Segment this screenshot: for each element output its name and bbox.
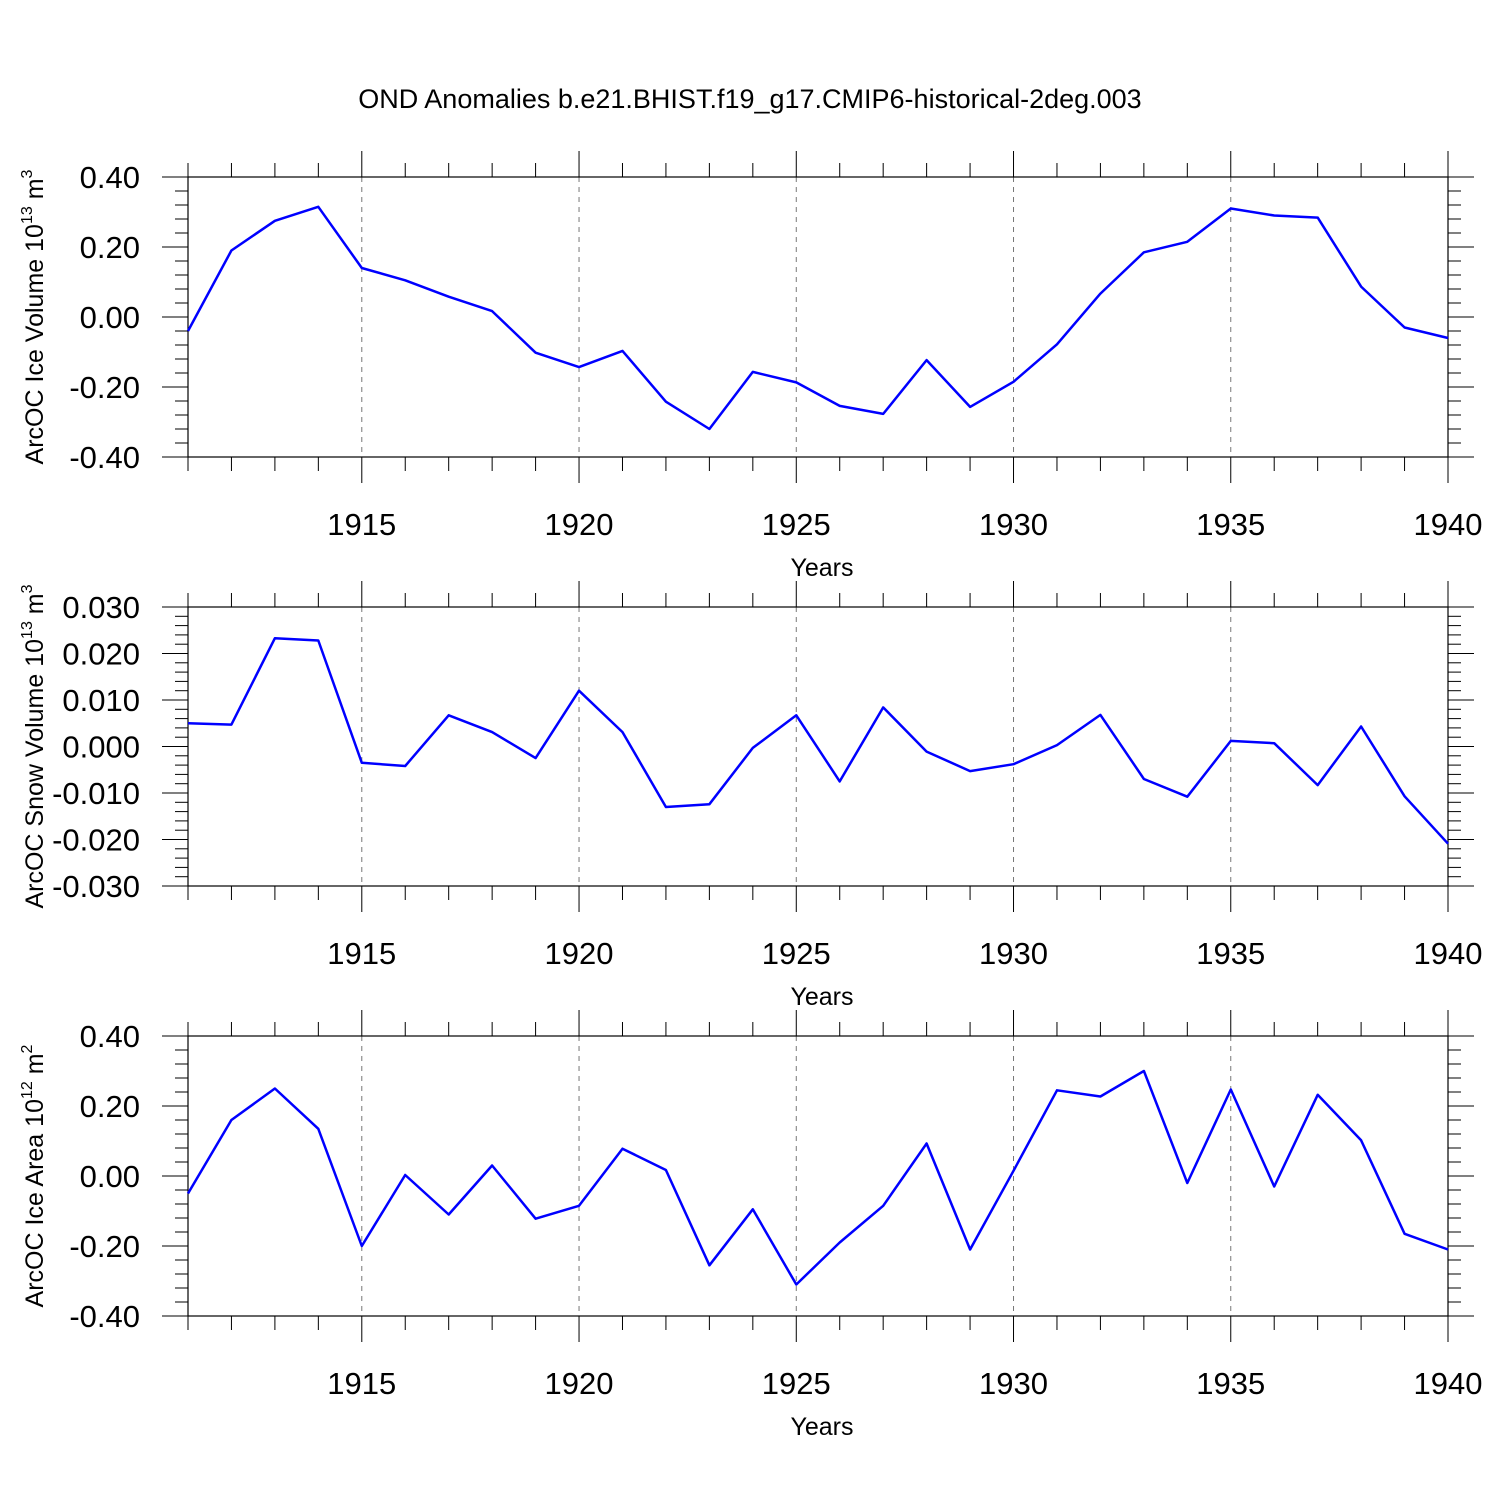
plot-frame — [187, 176, 1449, 458]
y-axis-label-unit: m — [21, 593, 49, 621]
y-tick-label: -0.20 — [69, 1229, 140, 1264]
panel-3: -0.40 -0.20 0.00 0.20 0.40 1915 1920 1925 1930 19… — [19, 1010, 1482, 1441]
y-axis-label-unit: m — [21, 178, 49, 206]
x-axis-label: Years — [790, 983, 853, 1011]
x-tick-label: 1930 — [979, 507, 1048, 542]
y-tick-label: -0.020 — [52, 823, 140, 858]
y-axis-label: ArcOC Snow Volume 1013 m3 — [19, 584, 49, 908]
x-tick-label: 1930 — [979, 1366, 1048, 1401]
x-tick-label: 1925 — [762, 1366, 831, 1401]
y-tick-label: 0.20 — [80, 230, 140, 265]
panel-1: -0.40 -0.20 0.00 0.20 0.40 1915 1920 1925 1930 19… — [19, 151, 1482, 582]
x-tick-label: 1940 — [1414, 936, 1483, 971]
x-tick-label: 1925 — [762, 507, 831, 542]
y-axis-label: ArcOC Ice Volume 1013 m3 — [19, 169, 49, 464]
y-tick-label: 0.000 — [62, 730, 140, 765]
x-axis-label: Years — [790, 554, 853, 582]
x-tick-label: 1930 — [979, 936, 1048, 971]
y-tick-label: 0.020 — [62, 637, 140, 672]
series-line — [187, 636, 1449, 845]
chart-title: OND Anomalies b.e21.BHIST.f19_g17.CMIP6-… — [358, 84, 1142, 114]
y-axis-label-main: ArcOC Snow Volume 10 — [21, 639, 49, 909]
y-axis-label-main: ArcOC Ice Volume 10 — [21, 224, 49, 464]
x-tick-label: 1920 — [545, 936, 614, 971]
x-tick-label: 1915 — [327, 1366, 396, 1401]
x-tick-label: 1915 — [327, 507, 396, 542]
x-tick-label: 1940 — [1414, 507, 1483, 542]
y-axis-label-exponent: 13 — [19, 621, 36, 639]
y-tick-label: -0.030 — [52, 869, 140, 904]
x-tick-label: 1920 — [545, 1366, 614, 1401]
y-axis-label-main: ArcOC Ice Area 10 — [21, 1099, 49, 1307]
y-tick-label: -0.40 — [69, 1299, 140, 1334]
y-tick-label: 0.010 — [62, 683, 140, 718]
x-tick-label: 1920 — [545, 507, 614, 542]
panel-2: -0.030 -0.020 -0.010 0.000 0.010 0.020 0.030 19… — [19, 581, 1482, 1011]
y-tick-label: 0.40 — [80, 160, 140, 195]
y-tick-label: 0.20 — [80, 1089, 140, 1124]
series-line — [186, 1069, 1449, 1286]
y-axis-label: ArcOC Ice Area 1012 m2 — [19, 1044, 49, 1307]
y-tick-label: -0.010 — [52, 776, 140, 811]
plot-frame — [187, 1035, 1449, 1317]
x-axis-label: Years — [790, 1413, 853, 1441]
y-tick-label: 0.00 — [80, 300, 140, 335]
x-tick-label: 1925 — [762, 936, 831, 971]
x-tick-label: 1935 — [1196, 936, 1265, 971]
y-tick-label: -0.40 — [69, 440, 140, 475]
y-tick-label: -0.20 — [69, 370, 140, 405]
y-axis-label-exponent: 12 — [19, 1081, 36, 1099]
x-tick-label: 1940 — [1414, 1366, 1483, 1401]
series-line — [186, 205, 1449, 431]
y-axis-label-unit: m — [21, 1053, 49, 1081]
x-tick-label: 1935 — [1196, 1366, 1265, 1401]
y-tick-label: 0.40 — [80, 1019, 140, 1054]
x-tick-label: 1915 — [327, 936, 396, 971]
y-tick-label: 0.030 — [62, 590, 140, 625]
x-tick-label: 1935 — [1196, 507, 1265, 542]
y-axis-label-unit-exponent: 3 — [19, 169, 36, 178]
y-tick-label: 0.00 — [80, 1159, 140, 1194]
y-axis-label-unit-exponent: 3 — [19, 584, 36, 593]
y-axis-label-unit-exponent: 2 — [19, 1044, 36, 1053]
y-axis-label-exponent: 13 — [19, 206, 36, 224]
